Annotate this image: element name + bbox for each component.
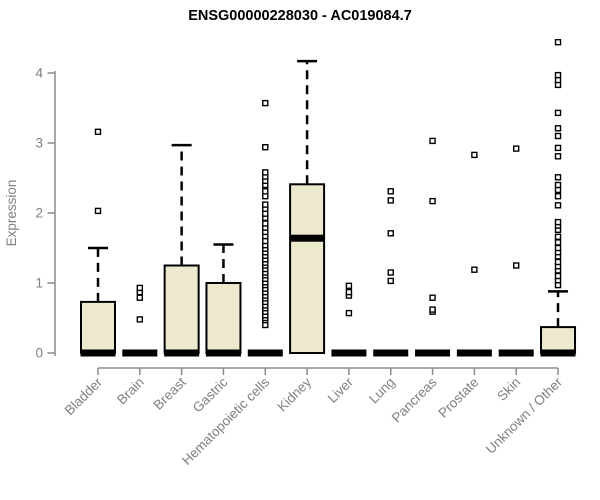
outlier-point bbox=[94, 128, 102, 136]
outlier-point bbox=[554, 181, 562, 189]
median-line bbox=[289, 234, 325, 242]
outlier-point bbox=[136, 284, 144, 292]
outlier-point bbox=[554, 125, 562, 132]
outlier-point bbox=[554, 192, 562, 200]
outlier-point bbox=[136, 316, 144, 323]
outlier-point bbox=[429, 197, 436, 205]
median-line bbox=[205, 349, 241, 357]
outlier-point bbox=[554, 132, 562, 140]
x-tick-label: Brain bbox=[114, 375, 147, 408]
outlier-point bbox=[554, 272, 562, 280]
outlier-point bbox=[554, 39, 562, 46]
boxplot-breast bbox=[163, 143, 200, 357]
boxplot-pancreas bbox=[415, 137, 451, 357]
outlier-point bbox=[471, 151, 478, 159]
boxplot-hematopoietic-cells bbox=[247, 99, 283, 357]
box bbox=[163, 264, 200, 354]
outlier-point bbox=[345, 288, 353, 296]
outlier-point bbox=[262, 99, 269, 107]
box bbox=[540, 326, 577, 355]
median-line bbox=[331, 349, 367, 357]
outlier-point bbox=[387, 230, 394, 237]
y-tick-label: 4 bbox=[35, 66, 43, 81]
median-line bbox=[122, 349, 158, 357]
box bbox=[289, 183, 326, 354]
outlier-point bbox=[345, 309, 353, 317]
outlier-point bbox=[554, 218, 562, 226]
median-line bbox=[540, 349, 576, 357]
median-line bbox=[247, 349, 283, 357]
median-line bbox=[373, 349, 409, 357]
outlier-point bbox=[387, 188, 394, 195]
median-line bbox=[456, 349, 492, 357]
box bbox=[205, 282, 242, 354]
x-tick-label: Prostate bbox=[435, 375, 481, 421]
boxplot-bladder bbox=[80, 128, 116, 357]
outlier-point bbox=[136, 294, 144, 301]
boxplot-prostate bbox=[456, 151, 492, 357]
outlier-point bbox=[554, 153, 562, 160]
x-tick-label: Bladder bbox=[62, 374, 106, 418]
x-tick-label: Liver bbox=[325, 374, 357, 406]
outlier-point bbox=[429, 294, 436, 301]
outlier-point bbox=[513, 262, 520, 269]
x-tick-label: Skin bbox=[494, 375, 523, 404]
x-tick-label: Breast bbox=[151, 374, 189, 412]
x-tick-label: Unknown / Other bbox=[483, 374, 566, 457]
outlier-point bbox=[262, 188, 269, 195]
y-tick-label: 1 bbox=[35, 276, 43, 291]
boxplot-unknown-other bbox=[540, 39, 577, 357]
boxplot-gastric bbox=[205, 243, 242, 357]
outlier-point bbox=[262, 169, 269, 176]
box bbox=[80, 300, 116, 354]
outlier-point bbox=[554, 202, 562, 209]
y-tick-label: 2 bbox=[35, 206, 43, 221]
median-line bbox=[164, 349, 200, 357]
outlier-point bbox=[429, 137, 436, 145]
boxplot-skin bbox=[498, 145, 534, 357]
y-tick-label: 0 bbox=[35, 346, 43, 361]
outlier-point bbox=[262, 220, 269, 227]
outlier-point bbox=[554, 239, 562, 246]
chart-title: ENSG00000228030 - AC019084.7 bbox=[188, 8, 412, 24]
outlier-point bbox=[554, 233, 562, 241]
outlier-point bbox=[471, 266, 478, 273]
y-tick-label: 3 bbox=[35, 136, 43, 151]
outlier-point bbox=[554, 144, 562, 152]
outlier-point bbox=[387, 277, 394, 285]
x-tick-label: Kidney bbox=[274, 374, 314, 414]
outlier-point bbox=[554, 174, 562, 181]
median-line bbox=[415, 349, 451, 357]
outlier-point bbox=[554, 258, 562, 266]
outlier-point bbox=[429, 306, 436, 313]
outlier-point bbox=[262, 143, 269, 151]
outlier-point bbox=[554, 109, 562, 117]
outlier-point bbox=[387, 197, 394, 204]
median-line bbox=[498, 349, 534, 357]
boxplot-lung bbox=[373, 188, 409, 357]
median-line bbox=[80, 349, 116, 357]
boxplot-brain bbox=[122, 284, 158, 357]
y-axis-label: Expression bbox=[4, 180, 19, 247]
x-tick-label: Lung bbox=[366, 375, 398, 407]
outlier-point bbox=[345, 282, 353, 289]
boxplot-liver bbox=[331, 282, 367, 357]
outlier-point bbox=[94, 207, 102, 215]
x-tick-label: Pancreas bbox=[389, 374, 440, 425]
y-axis: 0 1 2 3 4 Expression bbox=[4, 66, 56, 361]
outlier-point bbox=[513, 145, 520, 152]
outlier-point bbox=[387, 269, 394, 276]
x-tick-label: Gastric bbox=[190, 374, 231, 415]
outlier-point bbox=[262, 201, 269, 208]
outlier-point bbox=[554, 244, 562, 252]
boxplot-kidney bbox=[289, 59, 326, 354]
outlier-point bbox=[554, 71, 562, 79]
